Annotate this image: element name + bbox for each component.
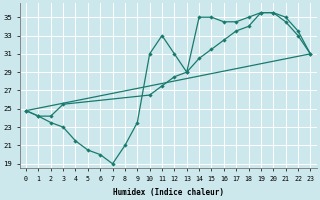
X-axis label: Humidex (Indice chaleur): Humidex (Indice chaleur) — [113, 188, 224, 197]
